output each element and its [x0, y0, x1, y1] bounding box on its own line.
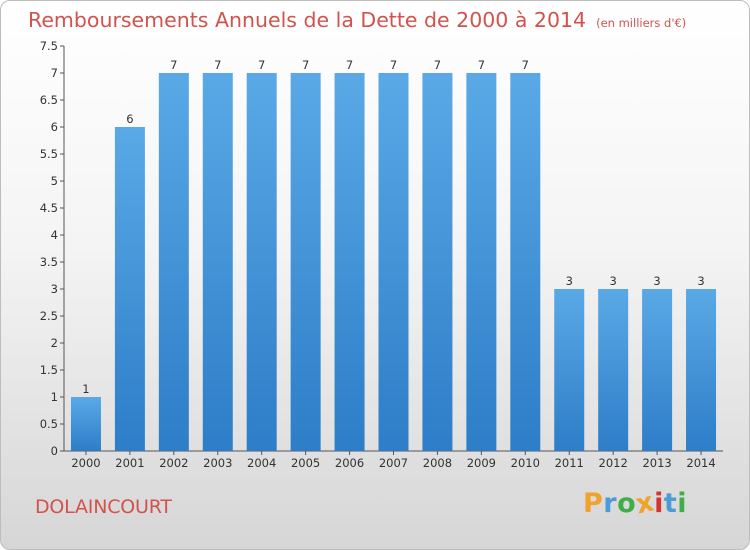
x-tick-label: 2009 — [467, 456, 496, 470]
bar-value-label: 7 — [478, 58, 485, 72]
x-tick-label: 2013 — [642, 456, 671, 470]
x-tick-label: 2003 — [203, 456, 232, 470]
y-tick-label: 5.5 — [40, 147, 58, 161]
bar-2011 — [554, 289, 585, 451]
title-unit-note: (en milliers d'€) — [596, 16, 687, 30]
bar-value-label: 7 — [302, 58, 309, 72]
bar-2005 — [290, 73, 321, 451]
x-tick-label: 2000 — [71, 456, 100, 470]
y-tick-label: 4.5 — [40, 201, 58, 215]
x-tick-label: 2005 — [291, 456, 320, 470]
x-tick-label: 2004 — [247, 456, 276, 470]
y-tick-label: 1 — [51, 390, 58, 404]
x-tick-label: 2001 — [115, 456, 144, 470]
chart-title: Remboursements Annuels de la Dette de 20… — [28, 8, 686, 32]
bar-value-label: 3 — [566, 274, 573, 288]
brand-letter: r — [603, 488, 618, 519]
axes: 0 0.5 1 1.5 2 2.5 3 3.5 4 4.5 5 5.5 6 6.5 7 7.5 2000 2001… — [40, 39, 723, 470]
y-tick-label: 6.5 — [40, 93, 58, 107]
y-tick-label: 4 — [51, 228, 58, 242]
y-tick-label: 6 — [51, 120, 58, 134]
brand-logo: Proxiti — [583, 486, 688, 520]
bar-2012 — [598, 289, 629, 451]
bar-value-label: 7 — [390, 58, 397, 72]
bar-value-label: 3 — [610, 274, 617, 288]
bar-2009 — [466, 73, 497, 451]
y-tick-label: 5 — [51, 174, 58, 188]
y-tick-label: 7 — [51, 66, 58, 80]
bar-2000 — [70, 397, 101, 451]
bar-value-label: 7 — [170, 58, 177, 72]
y-tick-label: 1.5 — [40, 363, 58, 377]
bar-2003 — [202, 73, 233, 451]
x-tick-label: 2010 — [511, 456, 540, 470]
y-tick-label: 2.5 — [40, 309, 58, 323]
bar-2006 — [334, 73, 365, 451]
bars: 1 6 7 7 7 7 7 7 7 7 7 3 3 3 3 — [70, 58, 717, 451]
brand-letter: o — [617, 488, 637, 519]
brand-letter: i — [654, 488, 664, 519]
bar-2002 — [158, 73, 189, 451]
bar-value-label: 7 — [346, 58, 353, 72]
x-tick-label: 2012 — [599, 456, 628, 470]
x-tick-label: 2007 — [379, 456, 408, 470]
city-name: DOLAINCOURT — [35, 496, 172, 518]
bar-value-label: 7 — [258, 58, 265, 72]
x-tick-label: 2008 — [423, 456, 452, 470]
x-tick-label: 2011 — [555, 456, 584, 470]
y-tick-label: 0.5 — [40, 417, 58, 431]
brand-letter: t — [663, 488, 678, 519]
title-main: Remboursements Annuels de la Dette de 20… — [28, 8, 587, 32]
y-tick-label: 0 — [51, 444, 58, 458]
x-tick-label: 2002 — [159, 456, 188, 470]
y-tick-label: 3.5 — [40, 255, 58, 269]
y-tick-label: 7.5 — [40, 39, 58, 53]
bar-value-label: 1 — [82, 382, 89, 396]
bar-value-label: 3 — [653, 274, 660, 288]
bar-value-label: 6 — [126, 112, 133, 126]
bar-2014 — [686, 289, 717, 451]
bar-2013 — [642, 289, 673, 451]
y-tick-label: 3 — [51, 282, 58, 296]
bar-2008 — [422, 73, 453, 451]
brand-letter: i — [677, 488, 688, 519]
bar-value-label: 7 — [522, 58, 529, 72]
bar-2004 — [246, 73, 277, 451]
y-tick-label: 2 — [51, 336, 58, 350]
bar-2001 — [114, 127, 145, 451]
bar-value-label: 7 — [434, 58, 441, 72]
brand-letter: P — [583, 488, 604, 519]
bar-value-label: 3 — [697, 274, 704, 288]
bar-2007 — [378, 73, 409, 451]
x-tick-label: 2014 — [686, 456, 715, 470]
bar-value-label: 7 — [214, 58, 221, 72]
bar-2010 — [510, 73, 541, 451]
x-tick-label: 2006 — [335, 456, 364, 470]
